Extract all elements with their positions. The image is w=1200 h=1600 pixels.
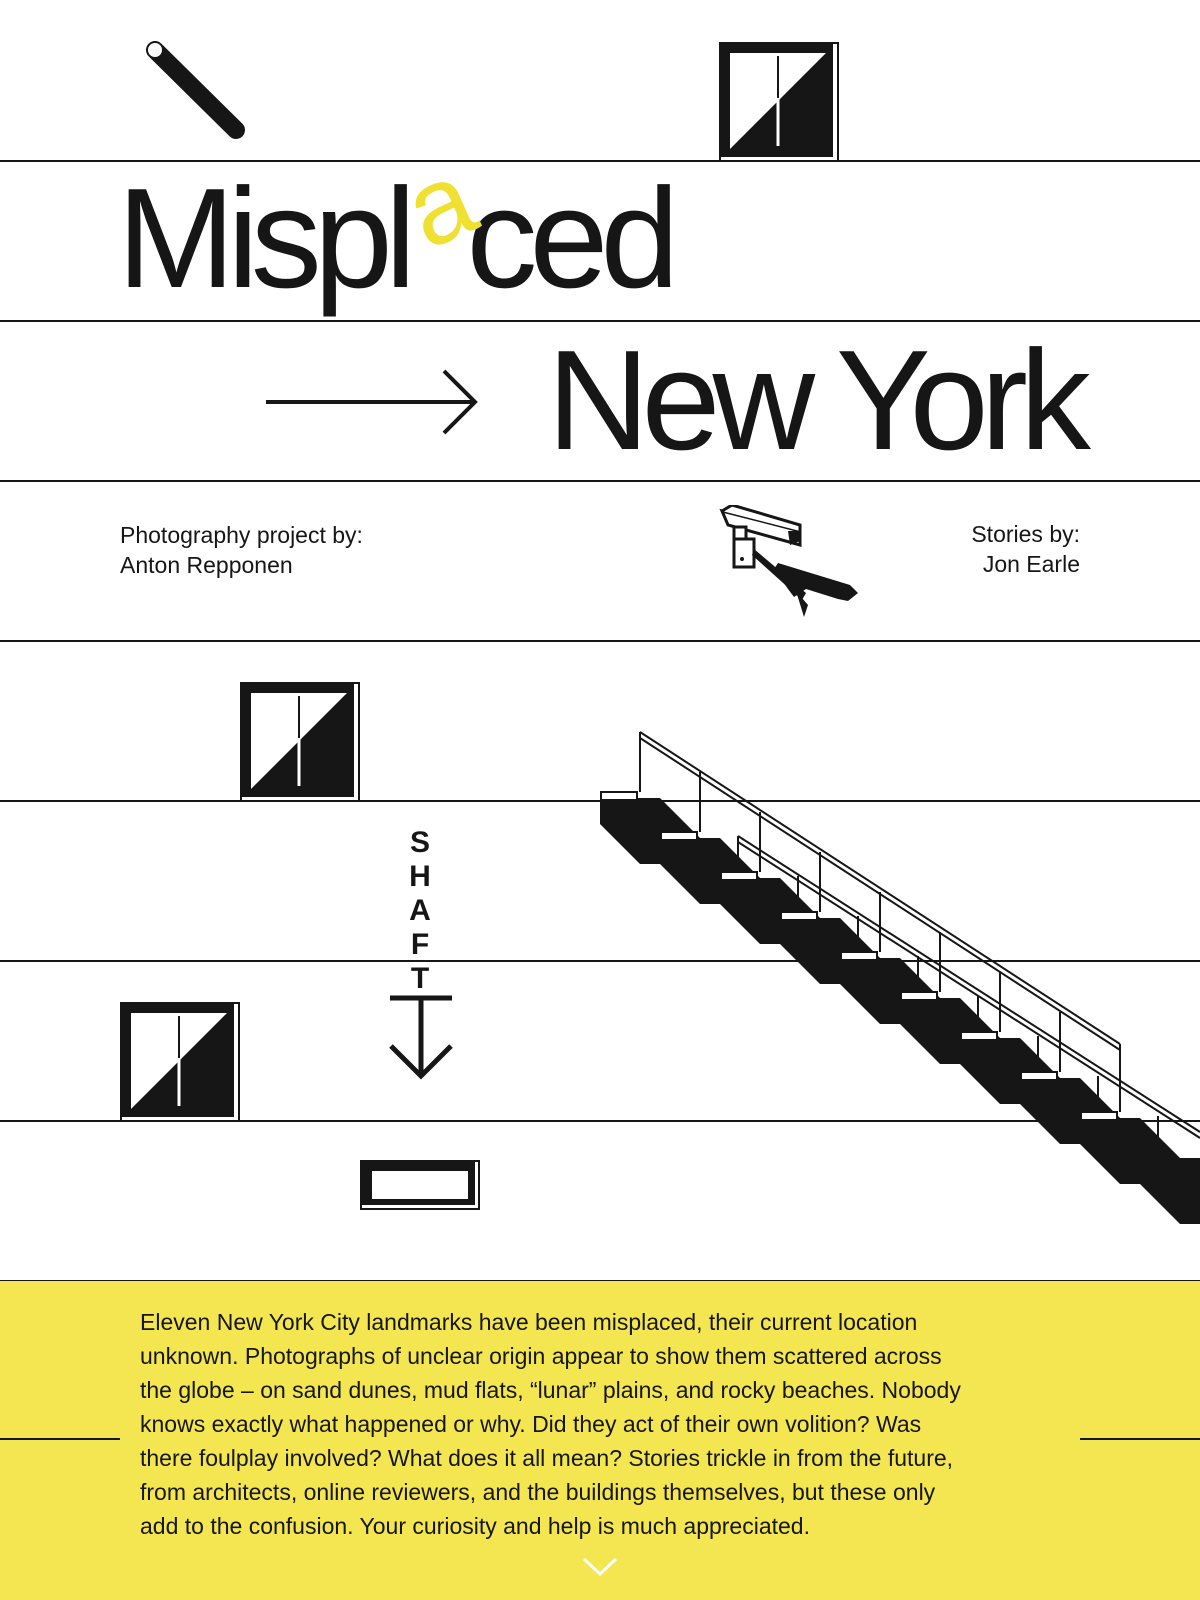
intro-rule-left bbox=[0, 1438, 120, 1440]
floor-line bbox=[0, 960, 1200, 962]
shaft-letter: F bbox=[410, 928, 430, 961]
arrow-right-icon bbox=[266, 369, 478, 435]
pipe-icon bbox=[146, 41, 245, 139]
floor-line bbox=[0, 1120, 1200, 1122]
title-part-1: Mispl bbox=[117, 159, 416, 318]
shaft-letter: S bbox=[409, 826, 430, 859]
shaft-letter: A bbox=[409, 894, 431, 927]
window-icon bbox=[240, 682, 360, 802]
shaft-letter: T bbox=[410, 962, 430, 995]
chevron-down-icon[interactable] bbox=[582, 1556, 618, 1578]
intro-panel: Eleven New York City landmarks have been… bbox=[0, 1281, 1200, 1600]
floor-line bbox=[0, 480, 1200, 482]
stories-credit: Stories by: Jon Earle bbox=[971, 519, 1080, 579]
intro-paragraph: Eleven New York City landmarks have been… bbox=[140, 1309, 961, 1539]
floor-line bbox=[0, 160, 1200, 162]
vent-icon bbox=[360, 1160, 480, 1210]
shaft-label: S H A F T bbox=[398, 826, 442, 996]
photographer-name: Anton Repponen bbox=[120, 552, 293, 578]
floor-line bbox=[0, 640, 1200, 642]
staircase-illustration bbox=[600, 731, 1200, 1224]
intro-rule-right bbox=[1080, 1438, 1200, 1440]
photography-label: Photography project by: bbox=[120, 522, 363, 548]
security-camera-icon bbox=[719, 505, 858, 617]
title-part-2: ced bbox=[466, 159, 679, 318]
stories-label: Stories by: bbox=[971, 521, 1080, 547]
arrow-down-icon bbox=[389, 995, 453, 1080]
window-icon bbox=[719, 42, 839, 162]
photography-credit: Photography project by: Anton Repponen bbox=[120, 520, 363, 580]
window-icon bbox=[120, 1002, 240, 1122]
title-line-2: New York bbox=[547, 321, 1091, 480]
floor-line bbox=[0, 320, 1200, 322]
author-name: Jon Earle bbox=[982, 551, 1080, 577]
shaft-letter: H bbox=[409, 860, 431, 893]
